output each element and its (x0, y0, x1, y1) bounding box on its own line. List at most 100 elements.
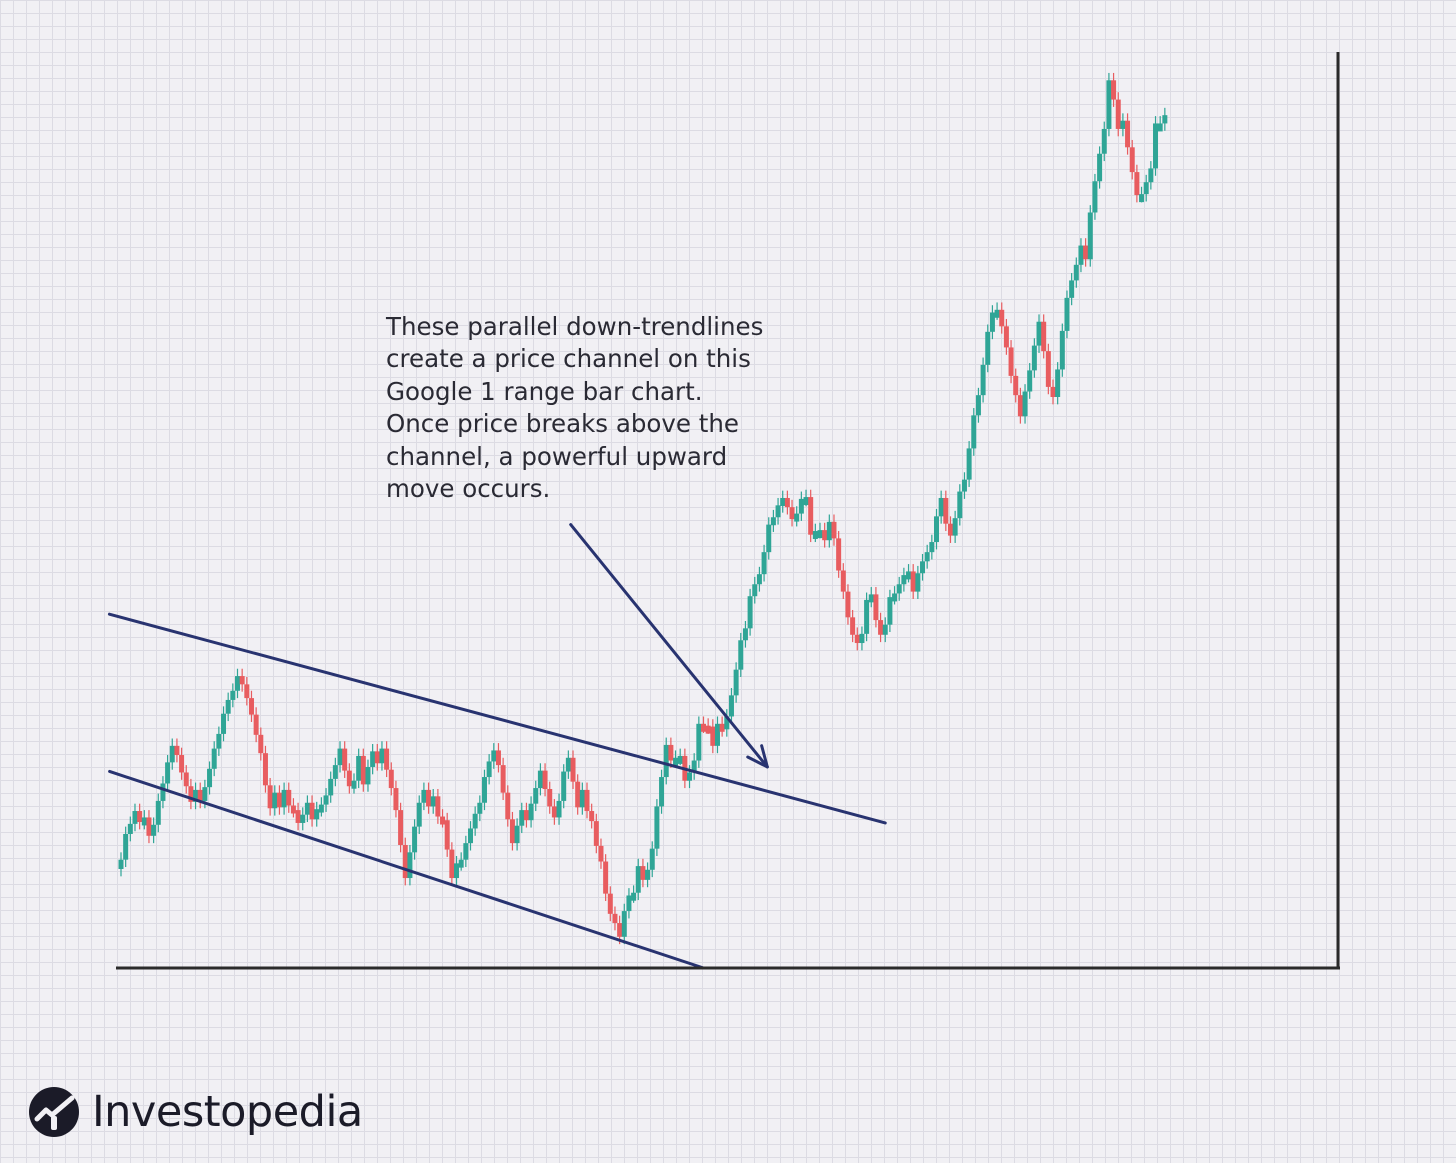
range-bar (174, 738, 180, 763)
range-bar (677, 748, 683, 766)
range-bar (589, 803, 595, 829)
range-bar (868, 587, 874, 608)
range-bar (169, 738, 175, 770)
range-bar (416, 795, 422, 834)
range-bar (626, 888, 632, 919)
range-bar (1115, 92, 1121, 137)
range-bar (346, 763, 352, 794)
range-bar (635, 858, 641, 901)
range-bar (183, 765, 189, 794)
range-bar (235, 668, 240, 699)
range-bar (374, 744, 380, 771)
range-bar (696, 716, 702, 768)
range-bar (1106, 72, 1112, 137)
range-bar (957, 484, 963, 526)
range-bar (160, 776, 166, 809)
range-bar (607, 886, 613, 922)
range-bar (822, 522, 828, 548)
range-bar (724, 709, 730, 737)
range-bar (570, 750, 576, 789)
range-bar (1111, 72, 1117, 107)
range-bar (221, 706, 227, 742)
range-bar (938, 490, 944, 524)
range-bar (155, 793, 161, 833)
range-bar (556, 793, 562, 825)
annotation-line: These parallel down-trendlines (386, 312, 764, 341)
range-bar (491, 743, 497, 769)
range-bar (887, 589, 893, 633)
range-bar (1139, 186, 1145, 203)
range-bar (248, 690, 254, 722)
range-bar (1041, 314, 1047, 359)
range-bar (770, 509, 776, 532)
range-bar (365, 759, 371, 792)
range-bar (1153, 116, 1159, 176)
range-bar (826, 514, 832, 548)
range-bar (980, 357, 986, 403)
range-bar (514, 818, 520, 851)
range-bar (668, 737, 674, 768)
range-bar (1027, 363, 1033, 399)
range-bar (1013, 368, 1019, 403)
range-bar (794, 506, 800, 527)
range-bar (742, 620, 748, 648)
annotation-line: Once price breaks above the (386, 409, 739, 439)
range-bar (961, 472, 967, 499)
range-bar (659, 769, 665, 814)
range-bar (1143, 174, 1149, 202)
range-bar (593, 813, 599, 854)
arrow-head (746, 744, 769, 769)
range-bar (840, 563, 846, 599)
range-bar (775, 497, 781, 525)
range-bar (1134, 164, 1140, 203)
range-bar (435, 788, 441, 824)
range-bar (808, 489, 814, 543)
range-bar (542, 763, 548, 797)
range-bar (472, 806, 478, 836)
range-bar (360, 748, 366, 792)
range-bar (1069, 273, 1075, 306)
range-bar (761, 544, 767, 582)
range-bar (584, 782, 590, 819)
range-bar (1050, 379, 1056, 405)
range-bar (1078, 238, 1084, 273)
range-bar (332, 757, 338, 787)
range-bar (337, 741, 343, 773)
range-bar (952, 510, 958, 543)
range-bar (579, 782, 585, 815)
range-bar (845, 584, 851, 625)
range-bar (304, 795, 310, 823)
range-bar (663, 737, 669, 785)
range-bar (766, 517, 772, 560)
range-bar (947, 516, 953, 543)
range-bar (1064, 290, 1070, 339)
upper-trendline (107, 612, 887, 825)
range-bar (789, 499, 795, 527)
range-bar (500, 757, 506, 801)
range-bar (892, 586, 898, 605)
range-bar (370, 744, 376, 775)
range-bar (752, 576, 758, 604)
range-bar (118, 852, 124, 877)
range-bar (165, 755, 171, 791)
range-bar (561, 764, 567, 809)
range-bar (1092, 173, 1098, 220)
range-bar (1101, 121, 1107, 162)
range-bar (831, 514, 837, 546)
range-bar (258, 727, 264, 761)
range-bar (197, 782, 203, 809)
range-bar (528, 796, 534, 828)
range-bar (412, 819, 418, 860)
range-bar (621, 903, 627, 945)
range-bar (295, 802, 301, 831)
range-bar (1045, 343, 1051, 395)
range-bar (603, 854, 609, 901)
range-bar (645, 862, 651, 888)
range-bar (379, 741, 385, 771)
range-bar (924, 544, 930, 569)
range-bar (1087, 205, 1093, 267)
range-bar (1157, 116, 1163, 132)
range-bar (975, 387, 981, 423)
range-bar (426, 782, 432, 814)
range-bar (878, 612, 884, 643)
